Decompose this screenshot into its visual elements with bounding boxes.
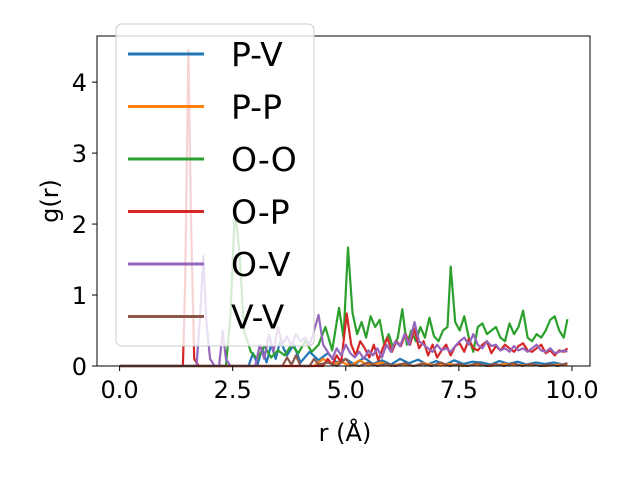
series-line-o-v: [119, 254, 568, 368]
y-tick-label: 4: [72, 69, 87, 97]
y-tick-label: 3: [72, 140, 87, 168]
y-axis-label: g(r): [36, 179, 64, 223]
series-line-o-o: [119, 208, 569, 368]
legend-label: O-P: [231, 193, 290, 232]
x-axis-ticks: 0.0 2.5 5.0 7.5 10.0: [101, 366, 599, 404]
legend-box: [115, 23, 315, 347]
y-tick-label: 1: [72, 282, 87, 310]
x-tick-label: 0.0: [101, 376, 139, 404]
legend-label: V-V: [231, 298, 285, 337]
x-tick-label: 2.5: [214, 376, 252, 404]
x-tick-label: 10.0: [545, 376, 598, 404]
x-tick-label: 5.0: [327, 376, 365, 404]
y-tick-label: 2: [72, 211, 87, 239]
legend-label: P-P: [231, 88, 282, 127]
y-axis-ticks: 0 1 2 3 4: [72, 69, 97, 381]
legend-label: O-V: [231, 245, 291, 284]
axes-frame: [96, 35, 591, 367]
y-tick-label: 0: [72, 353, 87, 381]
x-tick-label: 7.5: [440, 376, 478, 404]
legend: P-V P-P O-O O-P O-V V-V: [115, 23, 315, 347]
x-axis-label: r (Å): [319, 418, 372, 447]
legend-label: O-O: [231, 140, 297, 179]
legend-label: P-V: [231, 35, 283, 74]
